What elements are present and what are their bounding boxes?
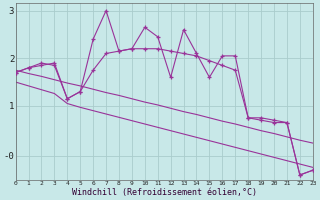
X-axis label: Windchill (Refroidissement éolien,°C): Windchill (Refroidissement éolien,°C)	[72, 188, 257, 197]
